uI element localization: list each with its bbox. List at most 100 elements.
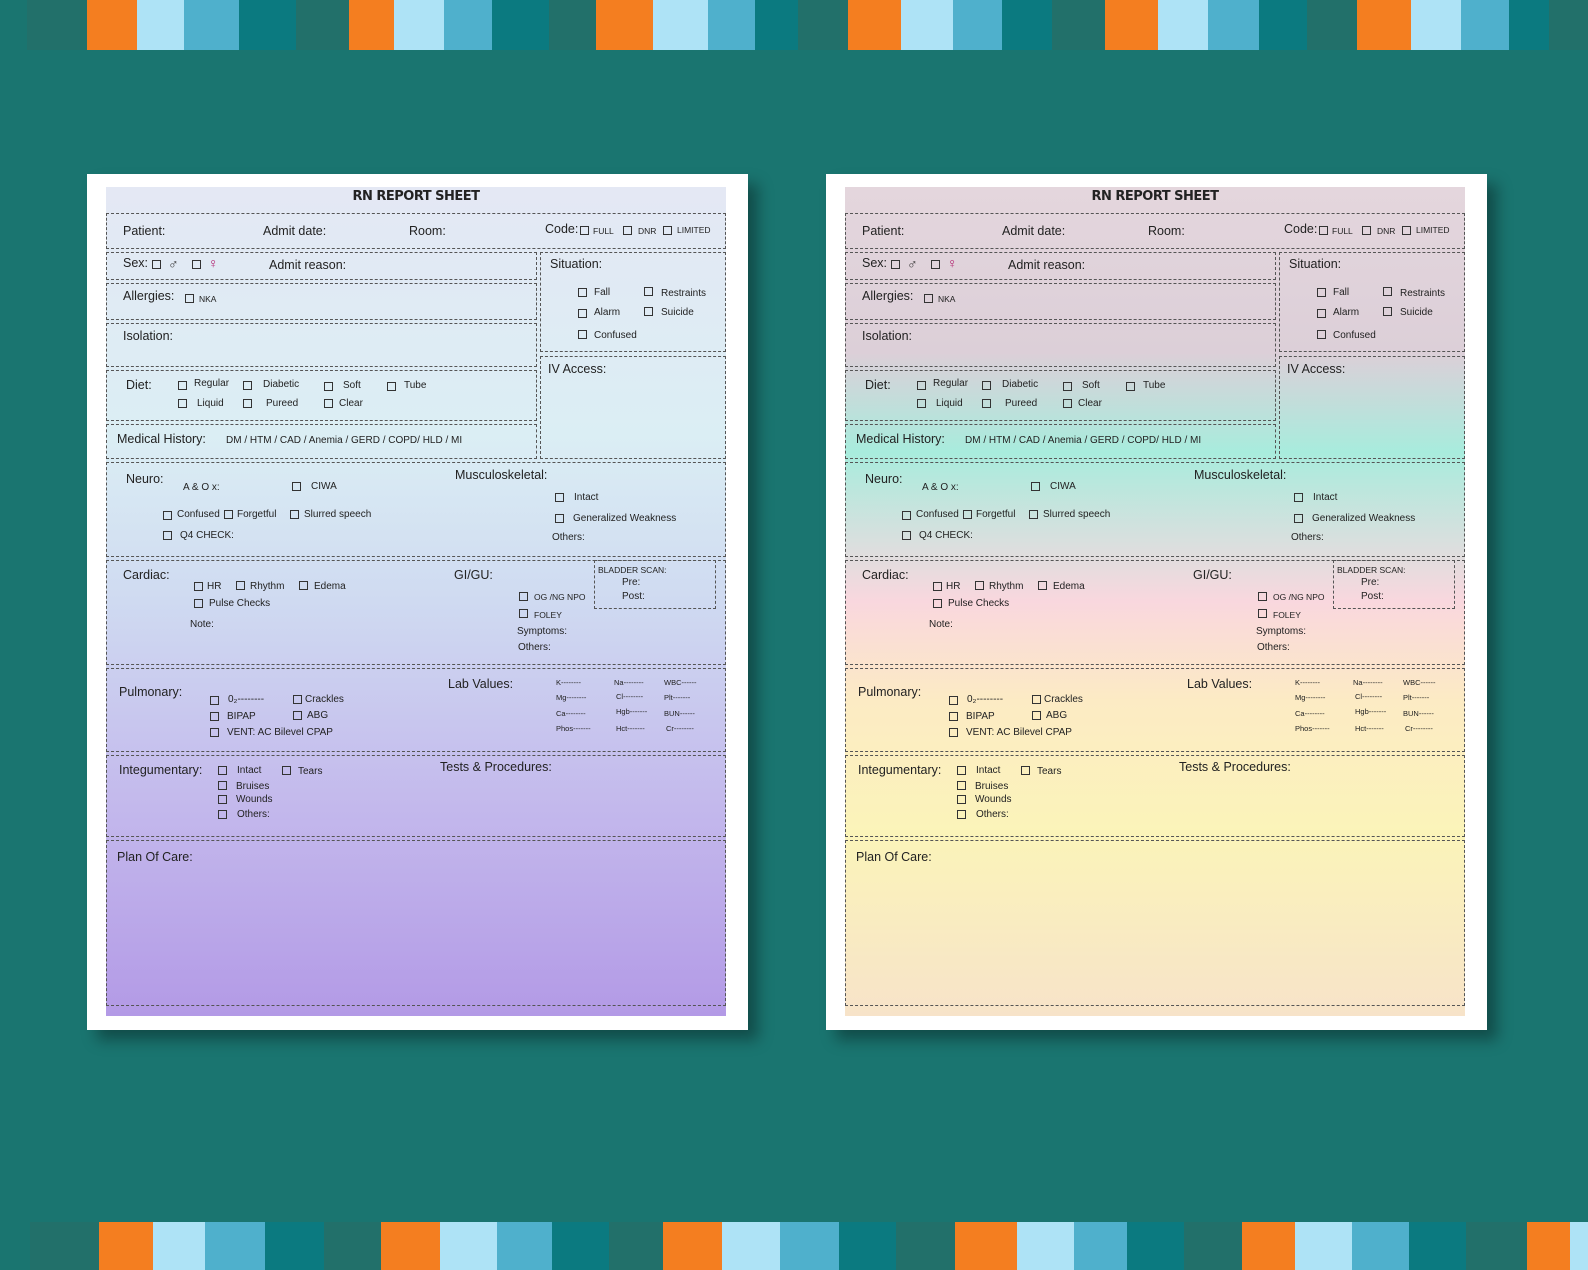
pulmonary-crackles-checkbox[interactable] <box>1032 695 1041 704</box>
integ-wounds-checkbox[interactable] <box>957 795 966 804</box>
pulmonary-bipap-checkbox[interactable] <box>949 712 958 721</box>
neuro-label: Neuro: <box>865 472 903 486</box>
cardiac-pulse-checkbox[interactable] <box>933 599 942 608</box>
diet-clear-checkbox[interactable] <box>324 399 333 408</box>
musculoskeletal-weakness-checkbox[interactable] <box>1294 514 1303 523</box>
integ-bruises-checkbox[interactable] <box>957 781 966 790</box>
medical-history-label: Medical History: <box>856 432 945 446</box>
isolation-label: Isolation: <box>123 329 174 343</box>
situation-suicide-checkbox[interactable] <box>644 307 653 316</box>
code-dnr-checkbox[interactable] <box>623 226 632 235</box>
code-limited-label: LIMITED <box>677 225 711 235</box>
tests-procedures-label: Tests & Procedures: <box>1179 760 1291 774</box>
gigu-og-checkbox[interactable] <box>519 592 528 601</box>
diet-regular-checkbox[interactable] <box>917 381 926 390</box>
pulmonary-o2-checkbox[interactable] <box>949 696 958 705</box>
situation-confused-checkbox[interactable] <box>1317 330 1326 339</box>
neuro-slurred-checkbox[interactable] <box>290 510 299 519</box>
neuro-q4-checkbox[interactable] <box>163 531 172 540</box>
neuro-ciwa-checkbox[interactable] <box>1031 482 1040 491</box>
situation-fall-checkbox[interactable] <box>578 288 587 297</box>
diet-diabetic-checkbox[interactable] <box>243 381 252 390</box>
cardiac-rhythm-checkbox[interactable] <box>236 581 245 590</box>
room-label: Room: <box>1148 224 1185 238</box>
neuro-confused-checkbox[interactable] <box>163 511 172 520</box>
neuro-forgetful-checkbox[interactable] <box>224 510 233 519</box>
integ-intact-checkbox[interactable] <box>957 766 966 775</box>
code-full-checkbox[interactable] <box>1319 226 1328 235</box>
musculoskeletal-intact-checkbox[interactable] <box>555 493 564 502</box>
diet-tube-checkbox[interactable] <box>1126 382 1135 391</box>
lab-values-label: Lab Values: <box>1187 677 1253 691</box>
diet-pureed-checkbox[interactable] <box>982 399 991 408</box>
gigu-og-checkbox[interactable] <box>1258 592 1267 601</box>
pulmonary-abg-checkbox[interactable] <box>1032 711 1041 720</box>
allergies-nka-checkbox[interactable] <box>924 294 933 303</box>
pulmonary-abg-checkbox[interactable] <box>293 711 302 720</box>
situation-alarm-checkbox[interactable] <box>1317 309 1326 318</box>
diet-diabetic-checkbox[interactable] <box>982 381 991 390</box>
gigu-foley-checkbox[interactable] <box>519 609 528 618</box>
pulmonary-vent-checkbox[interactable] <box>210 728 219 737</box>
pulmonary-crackles-label: Crackles <box>305 694 344 705</box>
diet-soft-checkbox[interactable] <box>1063 382 1072 391</box>
code-full-checkbox[interactable] <box>580 226 589 235</box>
diet-diabetic-label: Diabetic <box>263 379 300 390</box>
situation-restraints-checkbox[interactable] <box>644 287 653 296</box>
neuro-confused-checkbox[interactable] <box>902 511 911 520</box>
sex-male-checkbox[interactable] <box>152 260 161 269</box>
sex-female-checkbox[interactable] <box>192 260 201 269</box>
diet-tube-checkbox[interactable] <box>387 382 396 391</box>
allergies-nka-checkbox[interactable] <box>185 294 194 303</box>
code-dnr-checkbox[interactable] <box>1362 226 1371 235</box>
situation-alarm-checkbox[interactable] <box>578 309 587 318</box>
female-icon: ♀ <box>208 255 219 271</box>
pulmonary-vent-checkbox[interactable] <box>949 728 958 737</box>
cardiac-pulse-checkbox[interactable] <box>194 599 203 608</box>
neuro-forgetful-checkbox[interactable] <box>963 510 972 519</box>
diet-pureed-checkbox[interactable] <box>243 399 252 408</box>
integ-tears-checkbox[interactable] <box>1021 766 1030 775</box>
diet-soft-checkbox[interactable] <box>324 382 333 391</box>
sex-female-checkbox[interactable] <box>931 260 940 269</box>
neuro-ciwa-label: CIWA <box>311 481 337 492</box>
code-label: Code: <box>1284 222 1318 236</box>
musculoskeletal-weakness-checkbox[interactable] <box>555 514 564 523</box>
pulmonary-bipap-checkbox[interactable] <box>210 712 219 721</box>
integ-intact-checkbox[interactable] <box>218 766 227 775</box>
code-limited-checkbox[interactable] <box>1402 226 1411 235</box>
situation-confused-checkbox[interactable] <box>578 330 587 339</box>
integ-others-checkbox[interactable] <box>218 810 227 819</box>
diet-liquid-checkbox[interactable] <box>917 399 926 408</box>
sheet-title: RN REPORT SHEET <box>1091 189 1219 204</box>
lab-wbc: WBC------ <box>664 678 697 687</box>
cardiac-edema-checkbox[interactable] <box>299 581 308 590</box>
code-limited-checkbox[interactable] <box>663 226 672 235</box>
situation-restraints-checkbox[interactable] <box>1383 287 1392 296</box>
integ-bruises-checkbox[interactable] <box>218 781 227 790</box>
pulmonary-crackles-checkbox[interactable] <box>293 695 302 704</box>
cardiac-edema-checkbox[interactable] <box>1038 581 1047 590</box>
musculoskeletal-intact-checkbox[interactable] <box>1294 493 1303 502</box>
cardiac-hr-checkbox[interactable] <box>933 582 942 591</box>
sex-male-checkbox[interactable] <box>891 260 900 269</box>
diet-liquid-checkbox[interactable] <box>178 399 187 408</box>
neuro-slurred-checkbox[interactable] <box>1029 510 1038 519</box>
situation-fall-checkbox[interactable] <box>1317 288 1326 297</box>
integ-bruises-label: Bruises <box>975 781 1009 792</box>
pulmonary-o2-checkbox[interactable] <box>210 696 219 705</box>
gigu-foley-checkbox[interactable] <box>1258 609 1267 618</box>
cardiac-hr-checkbox[interactable] <box>194 582 203 591</box>
situation-suicide-checkbox[interactable] <box>1383 307 1392 316</box>
integ-tears-checkbox[interactable] <box>282 766 291 775</box>
neuro-q4-checkbox[interactable] <box>902 531 911 540</box>
cardiac-rhythm-checkbox[interactable] <box>975 581 984 590</box>
diet-regular-checkbox[interactable] <box>178 381 187 390</box>
top-stripe-border <box>0 0 1588 50</box>
integ-others-checkbox[interactable] <box>957 810 966 819</box>
neuro-ciwa-checkbox[interactable] <box>292 482 301 491</box>
integ-wounds-checkbox[interactable] <box>218 795 227 804</box>
male-icon: ♂ <box>907 256 918 272</box>
situation-box <box>540 252 726 352</box>
diet-clear-checkbox[interactable] <box>1063 399 1072 408</box>
